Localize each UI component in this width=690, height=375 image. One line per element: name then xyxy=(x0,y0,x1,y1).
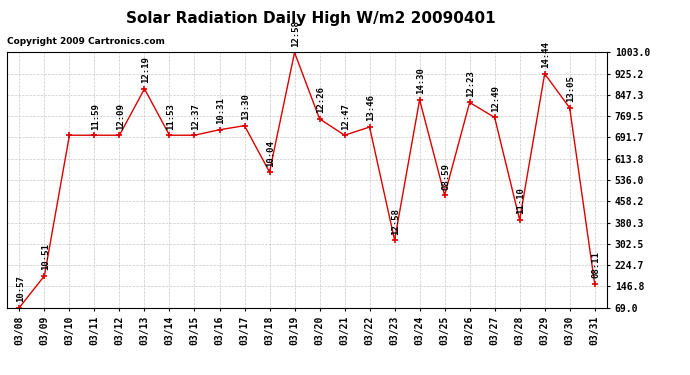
Text: 11:59: 11:59 xyxy=(91,103,100,130)
Text: 14:44: 14:44 xyxy=(542,41,551,68)
Text: 12:58: 12:58 xyxy=(391,208,400,234)
Text: 10:04: 10:04 xyxy=(266,140,275,166)
Text: Solar Radiation Daily High W/m2 20090401: Solar Radiation Daily High W/m2 20090401 xyxy=(126,11,495,26)
Text: 12:23: 12:23 xyxy=(466,70,475,97)
Text: 13:05: 13:05 xyxy=(566,75,575,102)
Text: 11:10: 11:10 xyxy=(517,188,526,214)
Text: 08:59: 08:59 xyxy=(442,163,451,190)
Text: 14:30: 14:30 xyxy=(417,67,426,94)
Text: 10:31: 10:31 xyxy=(217,98,226,124)
Text: 11:53: 11:53 xyxy=(166,103,175,130)
Text: 12:19: 12:19 xyxy=(141,56,150,83)
Text: 10:57: 10:57 xyxy=(17,275,26,302)
Text: Copyright 2009 Cartronics.com: Copyright 2009 Cartronics.com xyxy=(7,38,165,46)
Text: 12:09: 12:09 xyxy=(117,103,126,130)
Text: 12:47: 12:47 xyxy=(342,103,351,130)
Text: 12:58: 12:58 xyxy=(291,20,300,47)
Text: 12:49: 12:49 xyxy=(491,85,500,112)
Text: 13:30: 13:30 xyxy=(241,93,250,120)
Text: 08:11: 08:11 xyxy=(591,252,600,279)
Text: 12:37: 12:37 xyxy=(191,103,200,130)
Text: 10:51: 10:51 xyxy=(41,243,50,270)
Text: 13:46: 13:46 xyxy=(366,94,375,122)
Text: 12:26: 12:26 xyxy=(317,86,326,113)
